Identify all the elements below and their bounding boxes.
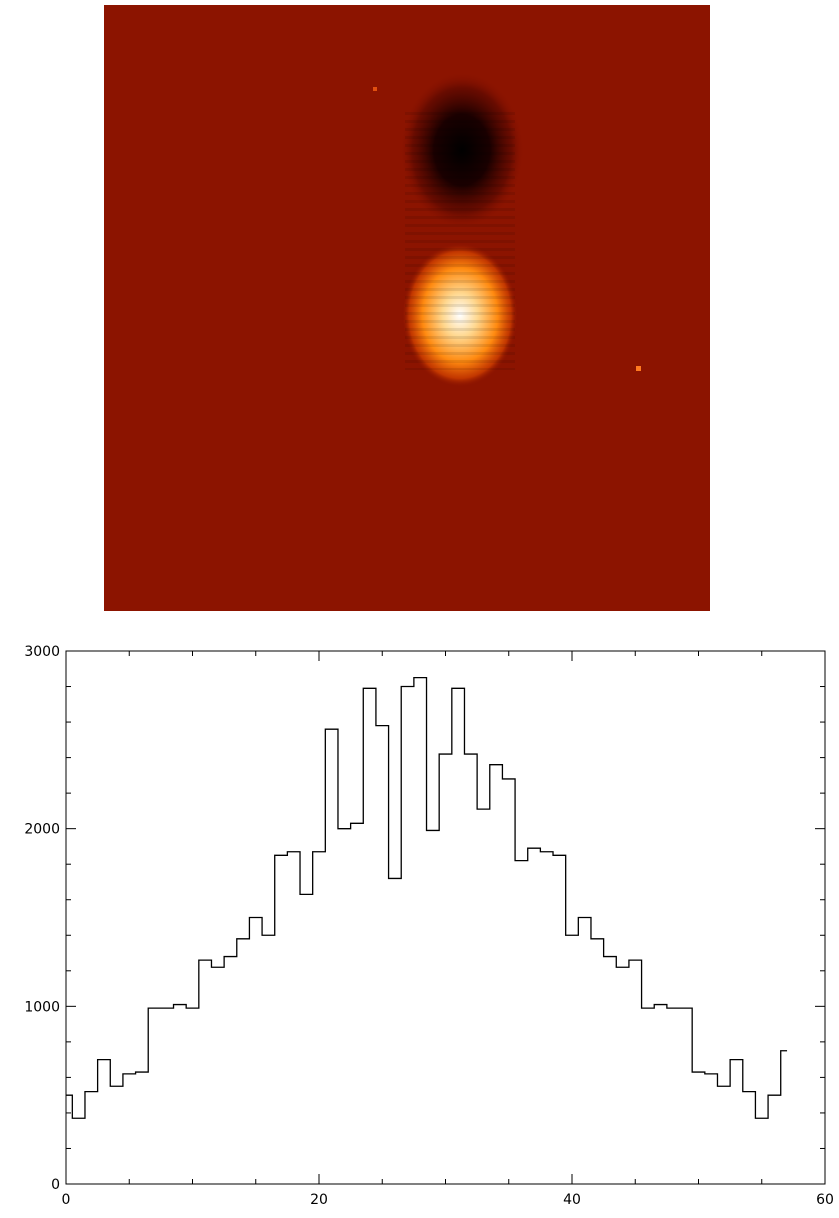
y-tick-label: 3000: [24, 644, 60, 660]
y-tick-label: 1000: [24, 999, 60, 1015]
x-tick-label: 20: [310, 1192, 328, 1208]
x-tick-label: 60: [816, 1192, 834, 1208]
image-panel: [104, 5, 710, 611]
y-tick-label: 2000: [24, 822, 60, 838]
x-tick-label: 40: [563, 1192, 581, 1208]
y-tick-label: 0: [51, 1177, 60, 1193]
x-tick-label: 0: [62, 1192, 71, 1208]
hot-pixel: [636, 366, 641, 371]
data-line: [66, 677, 788, 1119]
plot-frame: [65, 650, 826, 1185]
image-stripes: [405, 110, 515, 370]
hot-pixel: [373, 87, 377, 91]
